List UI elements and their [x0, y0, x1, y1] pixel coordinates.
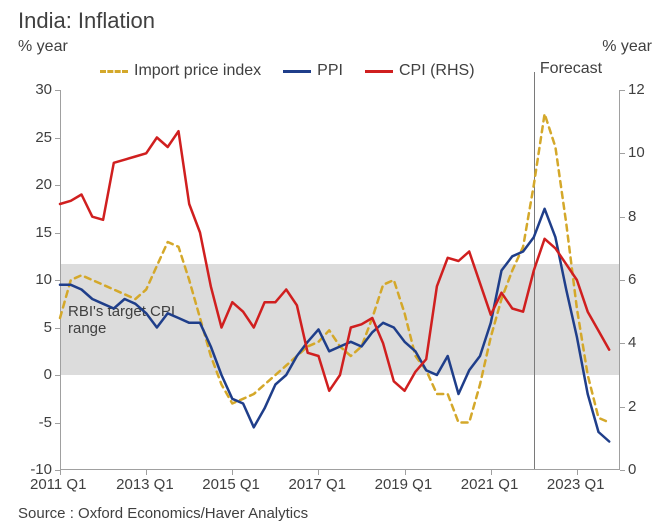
y-right-tick-label: 2	[628, 398, 636, 415]
x-tick-label: 2019 Q1	[375, 476, 433, 493]
y-left-tick-label: 0	[12, 366, 52, 383]
tick-mark	[620, 280, 625, 281]
y-right-tick-label: 12	[628, 81, 645, 98]
y-right-tick-label: 0	[628, 461, 636, 478]
legend-item-cpi: CPI (RHS)	[365, 62, 475, 80]
series-import	[60, 114, 609, 423]
series-cpi	[60, 131, 609, 391]
legend-swatch-import	[100, 70, 128, 73]
tick-mark	[60, 470, 61, 475]
series-ppi	[60, 209, 609, 442]
y-right-tick-label: 8	[628, 208, 636, 225]
x-tick-label: 2021 Q1	[461, 476, 519, 493]
y-right-tick-label: 4	[628, 334, 636, 351]
x-tick-label: 2023 Q1	[547, 476, 605, 493]
series-svg	[60, 90, 620, 470]
tick-mark	[620, 153, 625, 154]
x-tick-label: 2013 Q1	[116, 476, 174, 493]
y-left-tick-label: 20	[12, 176, 52, 193]
tick-mark	[146, 470, 147, 475]
x-tick-label: 2011 Q1	[30, 476, 86, 493]
tick-mark	[405, 470, 406, 475]
tick-mark	[620, 217, 625, 218]
tick-mark	[491, 470, 492, 475]
legend-label-ppi: PPI	[317, 62, 343, 80]
y-right-tick-label: 10	[628, 144, 645, 161]
y-left-tick-label: 10	[12, 271, 52, 288]
y-left-tick-label: 15	[12, 224, 52, 241]
legend-label-import: Import price index	[134, 62, 261, 80]
chart-container: India: Inflation % year % year Import pr…	[0, 0, 670, 532]
y-left-tick-label: -5	[12, 414, 52, 431]
x-tick-label: 2015 Q1	[202, 476, 260, 493]
tick-mark	[620, 407, 625, 408]
tick-mark	[620, 470, 625, 471]
legend-item-ppi: PPI	[283, 62, 343, 80]
plot-area: RBI's target CPI rangeForecast-10-505101…	[60, 90, 620, 470]
x-tick-label: 2017 Q1	[288, 476, 346, 493]
forecast-label: Forecast	[540, 60, 602, 78]
tick-mark	[318, 470, 319, 475]
legend-label-cpi: CPI (RHS)	[399, 62, 475, 80]
y-right-tick-label: 6	[628, 271, 636, 288]
legend: Import price index PPI CPI (RHS)	[100, 62, 475, 80]
y-axis-label-left: % year	[18, 38, 68, 56]
legend-swatch-ppi	[283, 70, 311, 73]
y-left-tick-label: 5	[12, 319, 52, 336]
source-text: Source : Oxford Economics/Haver Analytic…	[18, 505, 308, 522]
legend-swatch-cpi	[365, 70, 393, 73]
tick-mark	[577, 470, 578, 475]
tick-mark	[620, 343, 625, 344]
tick-mark	[232, 470, 233, 475]
y-left-tick-label: 25	[12, 129, 52, 146]
y-left-tick-label: 30	[12, 81, 52, 98]
y-axis-label-right: % year	[602, 38, 652, 56]
legend-item-import: Import price index	[100, 62, 261, 80]
tick-mark	[620, 90, 625, 91]
chart-title: India: Inflation	[18, 8, 155, 34]
